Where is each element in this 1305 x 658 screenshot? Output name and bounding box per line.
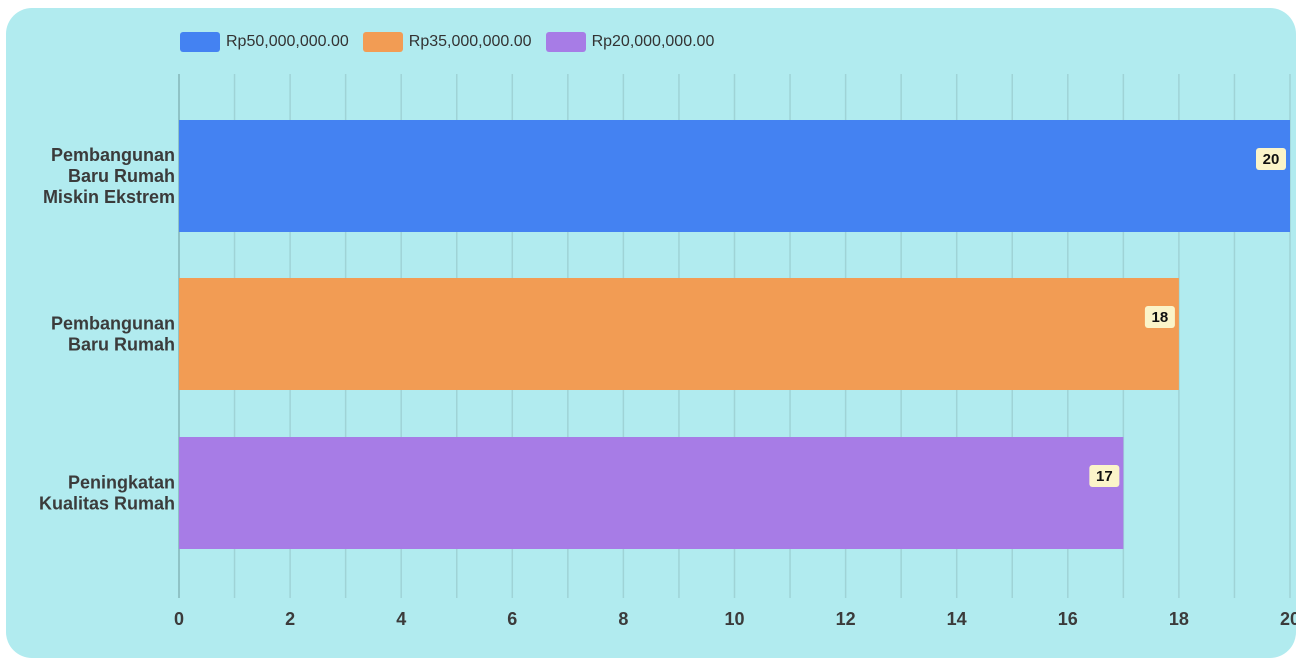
x-tick-label: 2 (285, 609, 295, 629)
x-tick-label: 0 (174, 609, 184, 629)
legend-item: Rp50,000,000.00 (180, 32, 349, 52)
legend-swatch (180, 32, 220, 52)
chart-card: Rp50,000,000.00 Rp35,000,000.00 Rp20,000,0… (6, 8, 1296, 658)
legend-item: Rp20,000,000.00 (545, 32, 715, 52)
x-tick-label: 12 (836, 609, 856, 629)
chart-legend: Rp50,000,000.00 Rp35,000,000.00 Rp20,000,0… (180, 32, 728, 52)
legend-swatch (545, 32, 586, 52)
bar (179, 120, 1290, 232)
x-tick-label: 6 (507, 609, 517, 629)
x-tick-label: 10 (724, 609, 744, 629)
bar (179, 437, 1124, 549)
category-label-line: Pembangunan (51, 145, 175, 165)
category-label-line: Baru Rumah (68, 335, 175, 355)
category-label: Pembangunan Baru Rumah Miskin Ekstrem (43, 145, 175, 207)
x-tick-label: 16 (1058, 609, 1078, 629)
x-tick-label: 8 (618, 609, 628, 629)
category-label-line: Baru Rumah (68, 166, 175, 186)
bar (179, 278, 1179, 390)
category-label-line: Pembangunan (51, 314, 175, 334)
legend-label: Rp35,000,000.00 (408, 33, 532, 50)
data-label-box (1144, 306, 1175, 328)
data-label-box (1256, 148, 1286, 170)
category-label: Pembangunan Baru Rumah (51, 314, 175, 355)
legend-swatch (362, 32, 403, 52)
category-label-line: Miskin Ekstrem (43, 187, 175, 207)
x-tick-label: 20 (1280, 609, 1296, 629)
legend-label: Rp20,000,000.00 (591, 33, 715, 50)
data-label: 17 (1096, 468, 1113, 485)
data-label: 20 (1263, 151, 1280, 168)
x-tick-label: 4 (396, 609, 406, 629)
x-tick-label: 18 (1169, 609, 1189, 629)
data-label-box (1089, 465, 1120, 487)
legend-item: Rp35,000,000.00 (362, 32, 532, 52)
data-label: 18 (1152, 309, 1169, 326)
category-label-line: Kualitas Rumah (39, 494, 175, 514)
legend-label: Rp50,000,000.00 (226, 33, 349, 50)
category-label: Peningkatan Kualitas Rumah (39, 473, 175, 514)
x-tick-label: 14 (947, 609, 967, 629)
category-label-line: Peningkatan (68, 473, 175, 493)
